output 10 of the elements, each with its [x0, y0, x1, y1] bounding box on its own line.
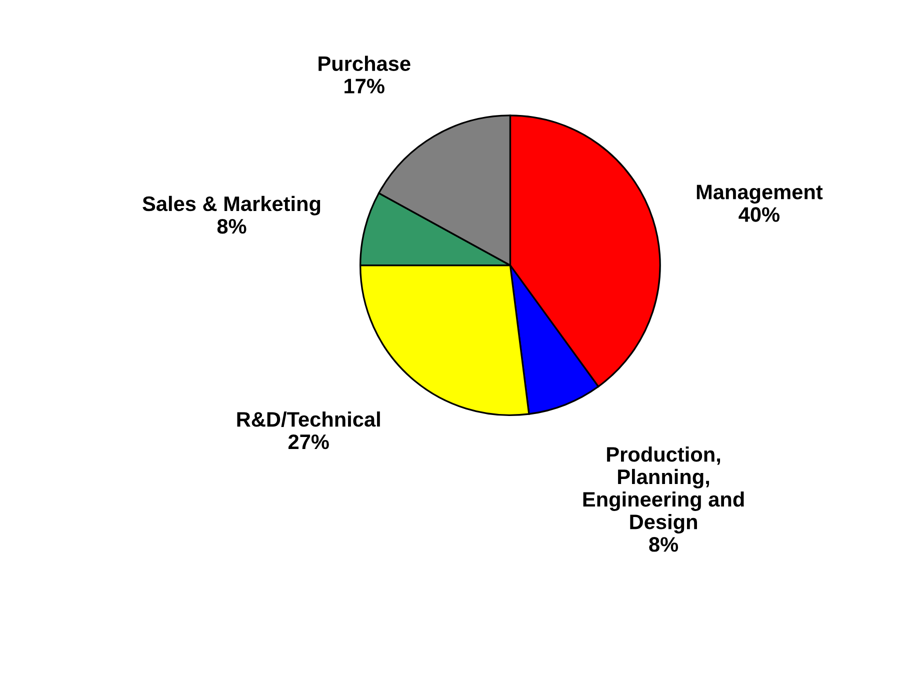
slice-label: Production, Planning, Engineering and Design — [583, 446, 744, 534]
slice-label: R&D/Technical — [237, 411, 380, 427]
data-label: 8% — [649, 537, 678, 552]
slice-label: Management — [696, 184, 823, 204]
data-label: 8% — [217, 218, 246, 234]
data-label: 17% — [344, 78, 384, 94]
data-label: 27% — [288, 434, 329, 450]
data-label: 40% — [738, 207, 780, 222]
slice-label: Purchase — [318, 56, 410, 72]
slice-label: Sales & Marketing — [142, 196, 320, 216]
